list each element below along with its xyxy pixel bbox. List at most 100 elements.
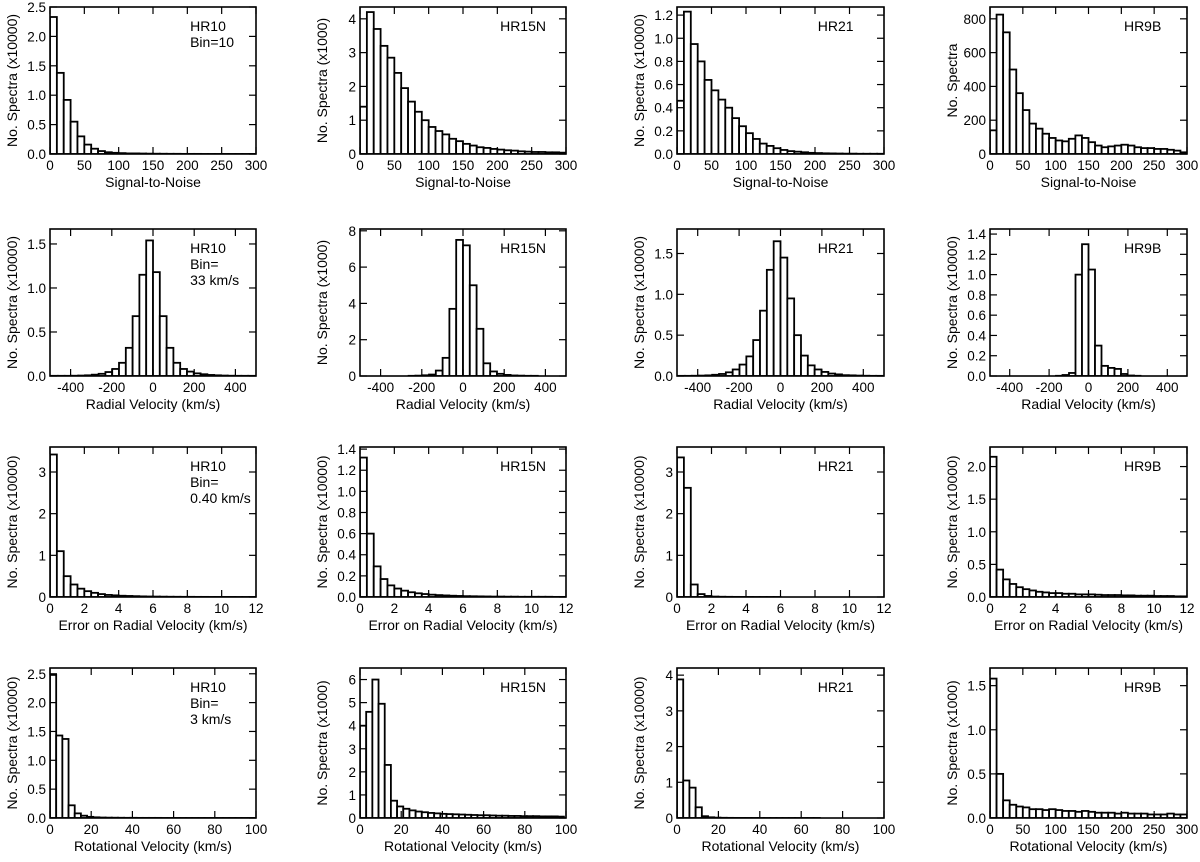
y-tick-label: 2 [38, 507, 46, 522]
x-tick-label: 8 [811, 601, 819, 616]
histogram-bar [806, 364, 816, 376]
y-tick-label: 0 [978, 147, 986, 162]
panel-label: HR9B [1124, 679, 1161, 695]
y-tick-label: 3 [665, 704, 673, 719]
y-tick-label: 1.2 [967, 247, 986, 262]
y-tick-label: 0 [38, 590, 46, 605]
histogram-bar [1028, 589, 1037, 597]
histogram-bar [152, 271, 161, 376]
histogram-bar [995, 13, 1005, 154]
histogram-bar [738, 363, 748, 376]
p-r1c4: 0 50 100 150 200 250 300 0 200 400 600 800 Signal-to… [944, 6, 1199, 190]
histogram-bar [677, 456, 685, 597]
histogram-bar [1107, 145, 1116, 154]
histogram-bar [468, 284, 478, 376]
x-tick-label: 300 [1176, 158, 1199, 173]
histogram-bar [1087, 810, 1096, 818]
x-tick-label: 6 [459, 601, 467, 616]
histogram-bar [400, 589, 409, 597]
y-tick-label: 4 [348, 296, 356, 311]
bars [990, 677, 1187, 818]
x-tick-label: 50 [387, 158, 402, 173]
x-axis-label: Signal-to-Noise [415, 174, 511, 190]
bars [677, 456, 782, 597]
p-r2c2: -400 -200 0 200 400 0 2 4 6 8 Radial Velocity (km/… [314, 224, 567, 412]
y-tick-label: 1.0 [967, 723, 986, 738]
histogram-bar [145, 239, 154, 376]
y-tick-label: 2 [348, 79, 356, 94]
x-axis-label: Error on Radial Velocity (km/s) [994, 617, 1183, 633]
x-tick-label: 60 [476, 822, 491, 837]
panel-label: HR10 [190, 458, 226, 474]
histogram-bar [995, 772, 1005, 818]
y-tick-label: 2 [665, 740, 673, 755]
x-tick-label: 80 [835, 822, 850, 837]
histogram-bar [50, 16, 58, 154]
x-tick-label: 10 [1147, 601, 1162, 616]
y-tick-label: 2 [348, 765, 356, 780]
histogram-bar [772, 147, 782, 154]
histogram-bar [717, 98, 727, 154]
x-tick-label: 20 [84, 822, 99, 837]
y-tick-label: 0 [348, 147, 356, 162]
x-tick-label: 0 [46, 601, 54, 616]
y-tick-label: 600 [963, 46, 986, 61]
x-axis-label: Radial Velocity (km/s) [713, 396, 848, 412]
histogram-bar [1067, 137, 1077, 154]
x-tick-label: 0 [149, 380, 157, 395]
histogram-bar [475, 146, 485, 154]
histogram-bar [386, 584, 396, 597]
y-tick-label: 1.0 [27, 281, 46, 296]
x-tick-label: 150 [452, 158, 475, 173]
x-tick-label: 2 [1019, 601, 1027, 616]
histogram-bar [800, 354, 809, 376]
histogram-bar [683, 10, 692, 154]
histogram-bar [69, 583, 79, 597]
y-tick-label: 1.2 [337, 463, 356, 478]
y-tick-label: 0.0 [967, 369, 986, 384]
histogram-bar [379, 578, 389, 597]
histogram-bar [1048, 137, 1057, 154]
panel-label: HR15N [500, 458, 546, 474]
histogram-bar [434, 130, 444, 154]
histogram-bar [371, 678, 380, 818]
bars [677, 678, 821, 818]
bin-annotation: 3 km/s [190, 711, 231, 727]
histogram-bar [76, 135, 86, 154]
histogram-bar [482, 147, 492, 154]
histogram-bar [365, 532, 375, 597]
histogram-bar [1035, 127, 1044, 154]
panel-label: HR21 [818, 240, 854, 256]
x-tick-label: 250 [1143, 158, 1166, 173]
histogram-bar [1041, 132, 1051, 154]
y-tick-label: 0.4 [967, 328, 986, 343]
p-r4c2: 0 20 40 60 80 100 0 1 2 3 4 5 6 Rotational Velocity (… [314, 667, 577, 854]
histogram-bar [683, 486, 692, 597]
y-tick-label: 0.0 [654, 369, 673, 384]
bin-annotation: Bin= [190, 474, 218, 490]
x-axis-label: Radial Velocity (km/s) [1021, 396, 1156, 412]
histogram-bar [710, 89, 720, 154]
histogram-bar [365, 11, 375, 154]
histogram-bar [1061, 810, 1070, 818]
histogram-bar [50, 674, 58, 818]
y-tick-label: 2 [665, 507, 673, 522]
histogram-bar [779, 256, 789, 376]
x-tick-label: 100 [107, 158, 130, 173]
x-tick-label: 200 [811, 380, 834, 395]
histogram-bar [1015, 805, 1024, 818]
x-tick-label: 150 [1077, 158, 1100, 173]
histogram-bar [1015, 586, 1024, 597]
x-tick-label: -200 [408, 380, 435, 395]
y-axis-label: No. Spectra [944, 43, 960, 117]
histogram-bar [990, 455, 998, 597]
histogram-bar [111, 368, 120, 376]
y-tick-label: 2.5 [27, 0, 46, 15]
x-tick-label: 0 [46, 822, 54, 837]
y-tick-label: 0.2 [654, 124, 673, 139]
p-r2c1: -400 -200 0 200 400 0.0 0.5 1.0 1.5 Radial Veloci… [4, 228, 257, 412]
x-tick-label: 0 [777, 380, 785, 395]
histogram-bar [1061, 140, 1070, 154]
y-tick-label: 0.2 [337, 569, 356, 584]
